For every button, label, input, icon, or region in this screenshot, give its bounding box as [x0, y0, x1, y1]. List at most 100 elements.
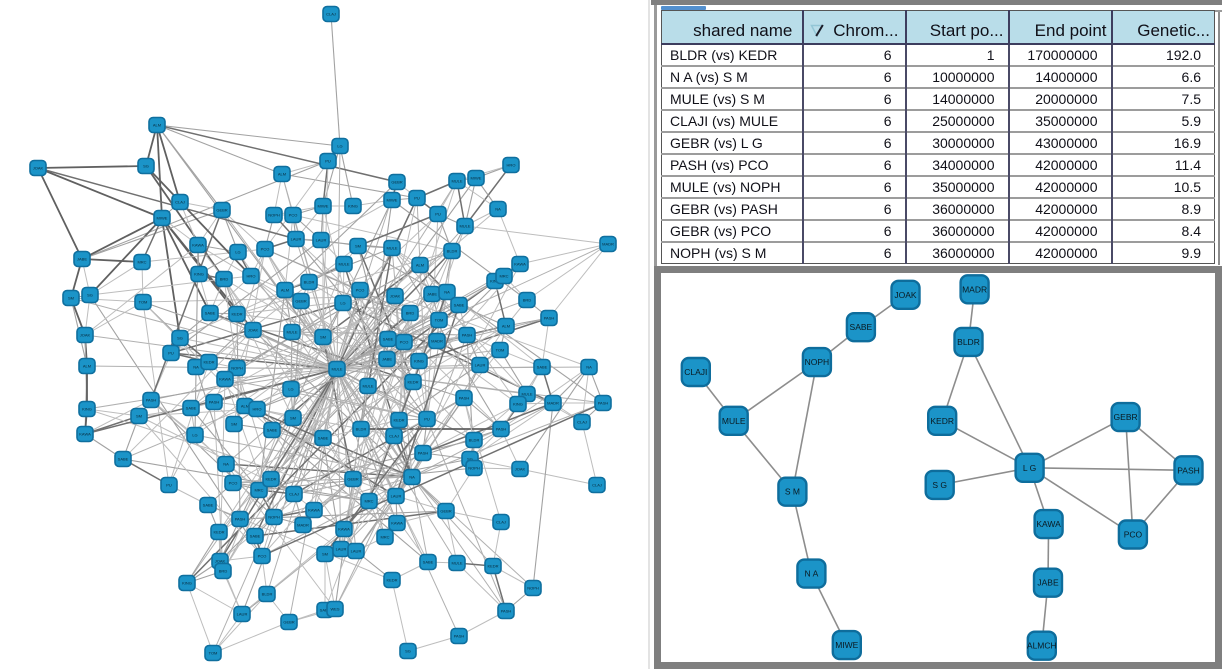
svg-text:SM: SM: [290, 416, 296, 421]
svg-text:PCO: PCO: [1124, 530, 1143, 540]
svg-text:LG: LG: [288, 387, 293, 392]
svg-text:SABE: SABE: [203, 503, 214, 508]
svg-text:JOAK: JOAK: [33, 166, 44, 171]
svg-text:PASH: PASH: [462, 333, 473, 338]
svg-text:ALM: ALM: [153, 123, 161, 128]
svg-text:PASH: PASH: [146, 398, 157, 403]
svg-text:MULE: MULE: [722, 416, 746, 426]
svg-text:SG: SG: [405, 649, 411, 654]
svg-text:PCO: PCO: [289, 213, 298, 218]
svg-text:LG: LG: [340, 301, 345, 306]
svg-text:SABE: SABE: [250, 534, 261, 539]
svg-text:MULE: MULE: [459, 224, 470, 229]
svg-text:N A: N A: [805, 569, 819, 579]
svg-text:PASH: PASH: [459, 396, 470, 401]
svg-text:NA: NA: [223, 462, 229, 467]
svg-text:JOAK: JOAK: [215, 559, 226, 564]
svg-text:HRO: HRO: [247, 274, 256, 279]
svg-text:JOAK: JOAK: [390, 294, 401, 299]
svg-text:MULE: MULE: [451, 179, 462, 184]
svg-text:KEDR: KEDR: [213, 530, 224, 535]
svg-text:HRO: HRO: [253, 407, 262, 412]
svg-text:PASH: PASH: [544, 316, 555, 321]
svg-text:S M: S M: [785, 487, 800, 497]
svg-text:PU: PU: [424, 417, 430, 422]
svg-text:ALM: ALM: [502, 324, 510, 329]
svg-text:KAWA: KAWA: [308, 508, 320, 513]
svg-text:PU: PU: [168, 351, 174, 356]
svg-text:SM: SM: [68, 296, 74, 301]
svg-text:KAWA: KAWA: [338, 527, 350, 532]
svg-text:NA: NA: [409, 475, 415, 480]
svg-text:KING: KING: [414, 359, 424, 364]
svg-text:BRD: BRD: [523, 298, 532, 303]
svg-text:BRD: BRD: [219, 569, 228, 574]
svg-text:MIWE: MIWE: [157, 216, 168, 221]
svg-text:KING: KING: [182, 581, 192, 586]
svg-text:SG: SG: [177, 336, 183, 341]
svg-text:SABE: SABE: [423, 560, 434, 565]
svg-text:LAUR: LAUR: [351, 549, 362, 554]
svg-text:GEBR: GEBR: [347, 477, 358, 482]
svg-text:L G: L G: [1023, 463, 1036, 473]
svg-text:NOPH: NOPH: [805, 357, 830, 367]
svg-text:NA: NA: [193, 365, 199, 370]
svg-text:MULE: MULE: [286, 330, 297, 335]
svg-text:MRC: MRC: [499, 274, 508, 279]
svg-text:MRC: MRC: [254, 488, 263, 493]
svg-text:PASH: PASH: [598, 401, 609, 406]
svg-text:SG: SG: [143, 164, 149, 169]
svg-text:PASH: PASH: [1177, 465, 1200, 475]
svg-text:SABE: SABE: [186, 406, 197, 411]
svg-text:CLAJ: CLAJ: [592, 483, 602, 488]
svg-text:TOM: TOM: [209, 651, 218, 656]
svg-text:ALM: ALM: [416, 263, 424, 268]
svg-text:SM: SM: [320, 335, 326, 340]
svg-text:KAWA: KAWA: [391, 521, 403, 526]
svg-text:CLAJ: CLAJ: [389, 434, 399, 439]
svg-text:LG: LG: [192, 433, 197, 438]
svg-text:TOM: TOM: [139, 300, 148, 305]
svg-text:KAWA: KAWA: [192, 243, 204, 248]
svg-text:BLDR: BLDR: [447, 249, 458, 254]
svg-text:NOPH: NOPH: [231, 366, 243, 371]
svg-text:LAUR: LAUR: [316, 238, 327, 243]
svg-text:MIWE: MIWE: [835, 640, 858, 650]
svg-text:MULE: MULE: [451, 561, 462, 566]
svg-text:CLAJ: CLAJ: [496, 520, 506, 525]
svg-text:HRO: HRO: [507, 163, 516, 168]
svg-text:MIWE: MIWE: [318, 204, 329, 209]
svg-text:KAWA: KAWA: [219, 377, 231, 382]
svg-text:GEBR: GEBR: [391, 180, 402, 185]
svg-text:PASH: PASH: [418, 451, 429, 456]
svg-text:SG: SG: [467, 457, 473, 462]
svg-text:KEDR: KEDR: [231, 312, 242, 317]
svg-text:SABE: SABE: [537, 365, 548, 370]
svg-text:BRD: BRD: [220, 277, 229, 282]
svg-text:KAWA: KAWA: [514, 262, 526, 267]
svg-text:KEDR: KEDR: [487, 564, 498, 569]
svg-text:JOAK: JOAK: [515, 467, 526, 472]
svg-text:KAWA: KAWA: [1036, 519, 1061, 529]
svg-text:BLDR: BLDR: [262, 592, 273, 597]
svg-text:KEDR: KEDR: [407, 380, 418, 385]
svg-text:SM: SM: [136, 414, 142, 419]
svg-text:TOM: TOM: [496, 348, 505, 353]
svg-text:PASH: PASH: [209, 400, 220, 405]
svg-text:SABE: SABE: [267, 428, 278, 433]
svg-text:BLDR: BLDR: [356, 427, 367, 432]
svg-text:GEBR: GEBR: [216, 208, 227, 213]
svg-text:KAWA: KAWA: [79, 432, 91, 437]
svg-text:PU: PU: [414, 196, 420, 201]
svg-text:GEBR: GEBR: [440, 509, 451, 514]
svg-text:NA: NA: [586, 365, 592, 370]
svg-text:MULE: MULE: [331, 367, 342, 372]
svg-text:BLDR: BLDR: [957, 337, 980, 347]
svg-text:KEDR: KEDR: [393, 418, 404, 423]
svg-text:JABE: JABE: [382, 357, 392, 362]
svg-text:KEDR: KEDR: [386, 578, 397, 583]
svg-text:MRC: MRC: [137, 260, 146, 265]
svg-text:NOPH: NOPH: [268, 213, 280, 218]
svg-text:PASH: PASH: [454, 634, 465, 639]
svg-text:KEDR: KEDR: [930, 416, 954, 426]
